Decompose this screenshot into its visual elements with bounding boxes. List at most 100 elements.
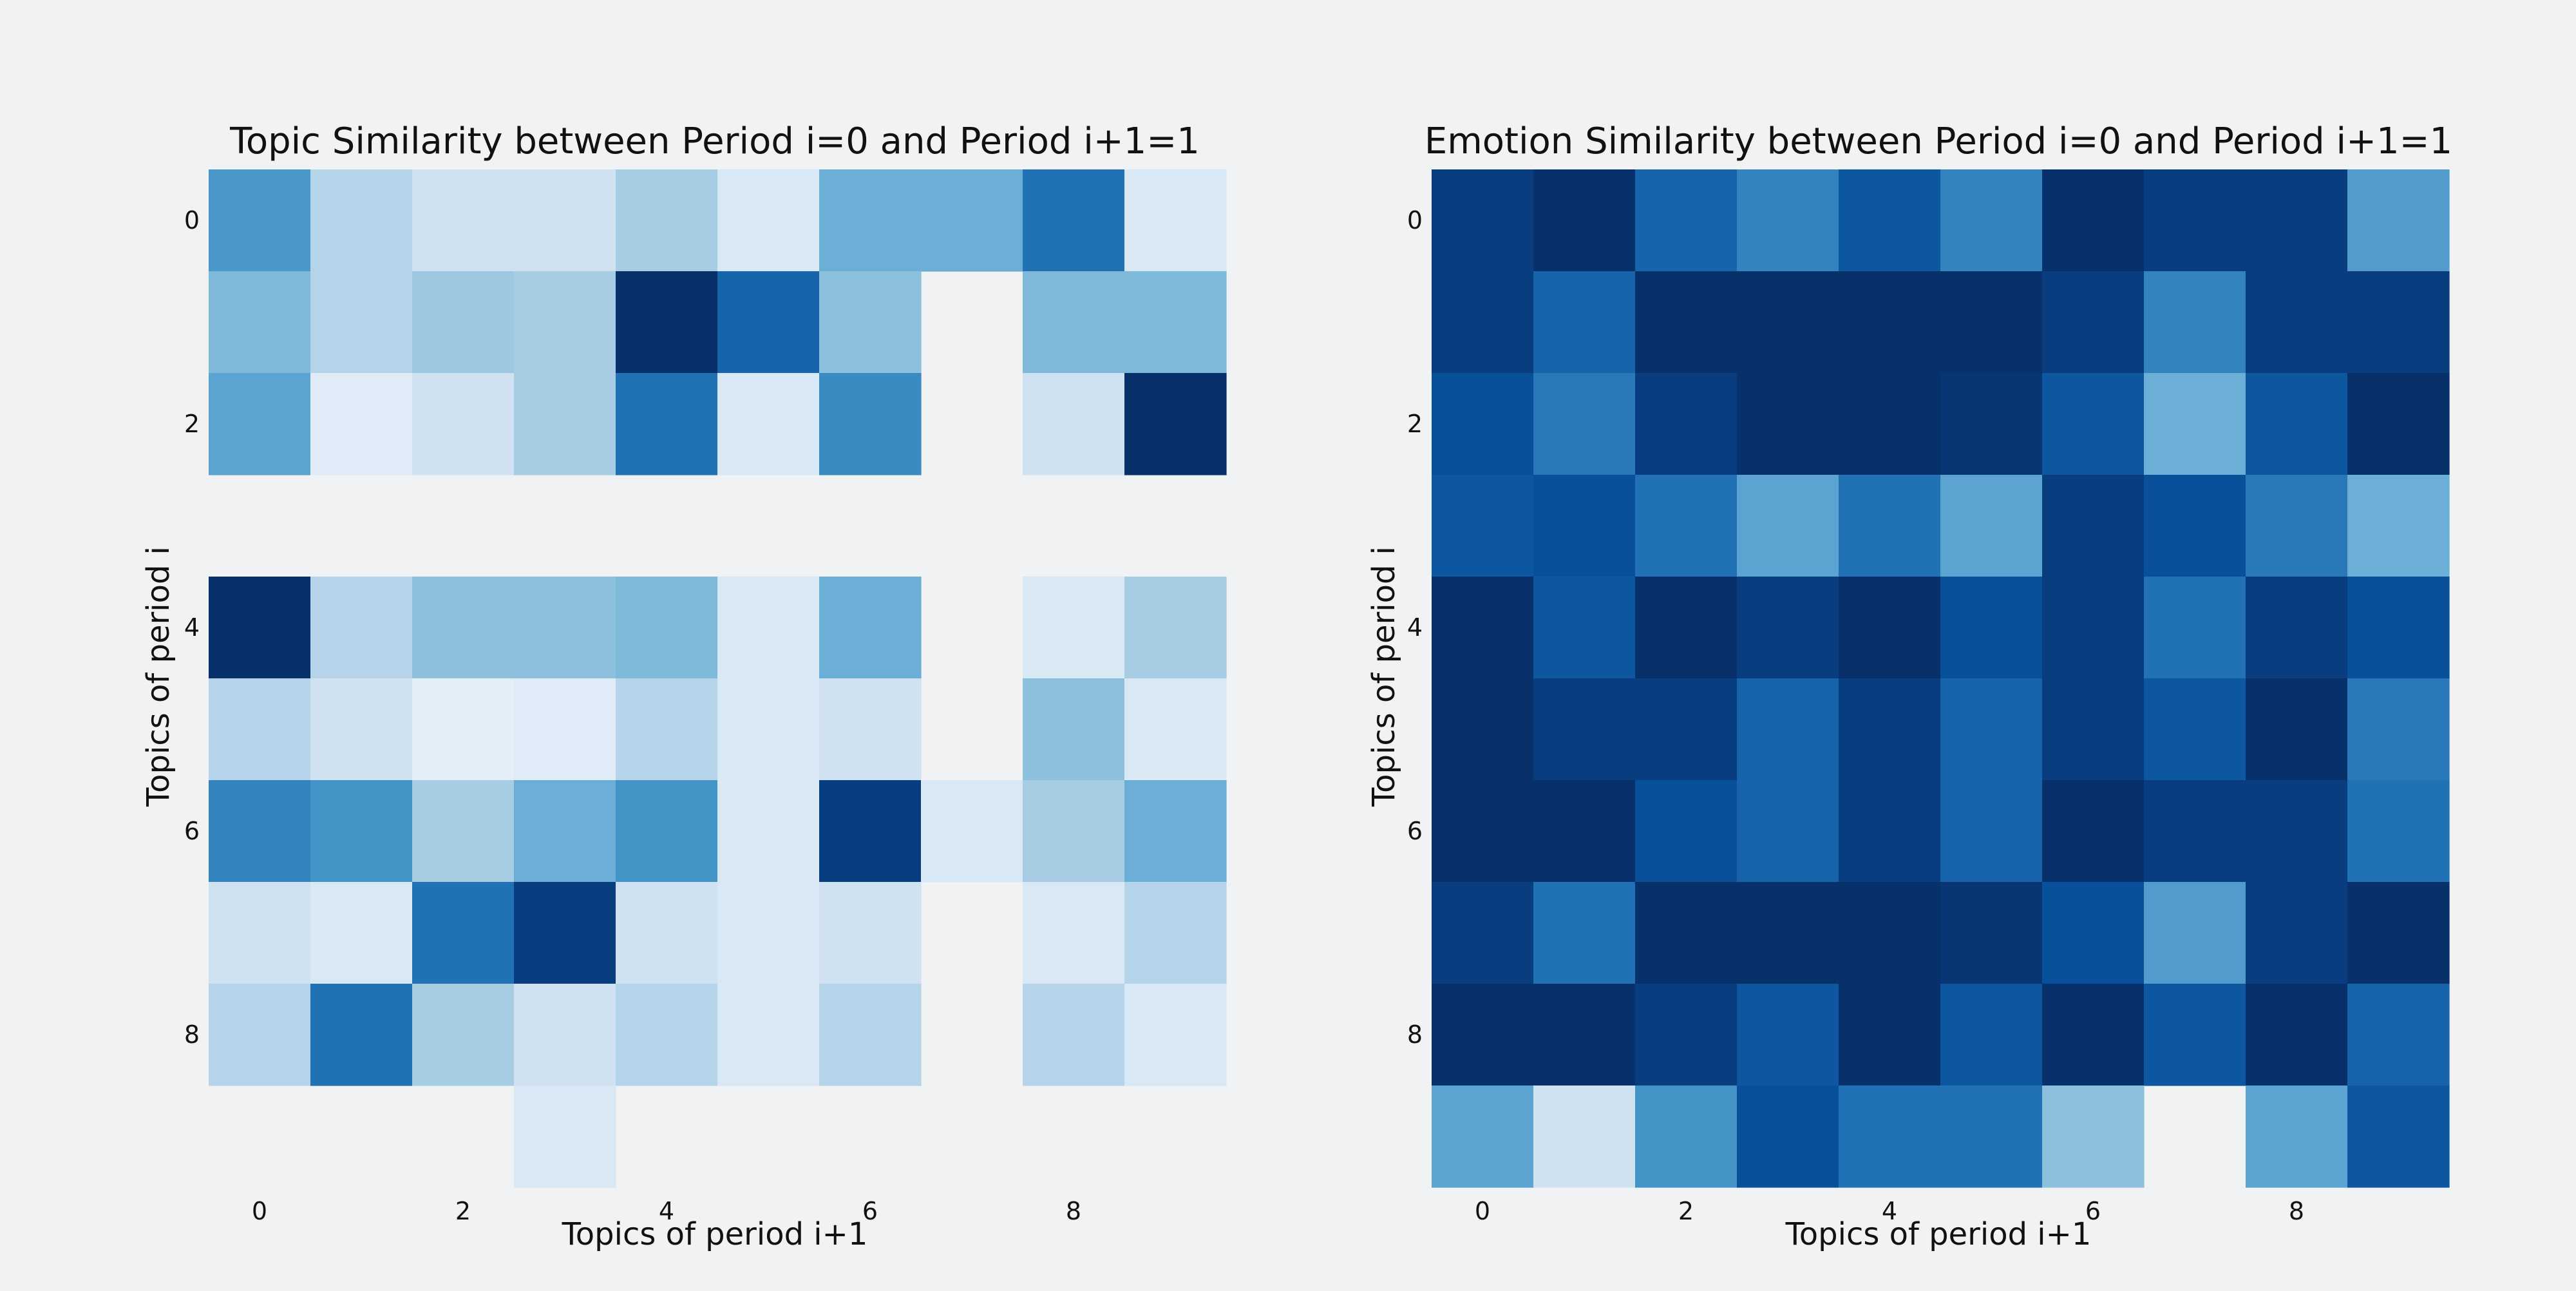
emotion-heatmap-cell-r1-c7 [2144, 271, 2246, 374]
emotion-heatmap-cell-r5-c2 [1635, 678, 1738, 781]
topic-heatmap-ytick-label: 0 [184, 206, 200, 234]
topic-heatmap-cell-r7-c0 [209, 882, 311, 984]
topic-heatmap-xtick-label: 8 [1066, 1197, 1081, 1225]
emotion-heatmap-cell-r6-c4 [1839, 780, 1941, 883]
topic-heatmap-cell-r7-c9 [1124, 882, 1227, 984]
emotion-heatmap-cell-r4-c0 [1432, 577, 1534, 679]
emotion-heatmap-cell-r0-c8 [2246, 169, 2348, 272]
emotion-heatmap-xtick-label: 8 [2289, 1197, 2304, 1225]
topic-heatmap-cell-r5-c2 [412, 678, 515, 781]
emotion-heatmap-cell-r0-c6 [2042, 169, 2145, 272]
topic-heatmap-cell-r1-c9 [1124, 271, 1227, 374]
topic-heatmap-cell-r5-c6 [819, 678, 922, 781]
topic-heatmap-cell-r0-c4 [616, 169, 718, 272]
emotion-heatmap-cell-r8-c2 [1635, 984, 1738, 1086]
emotion-heatmap-cell-r3-c4 [1839, 475, 1941, 577]
emotion-heatmap-xtick-label: 0 [1475, 1197, 1490, 1225]
topic-heatmap-cell-r6-c7 [921, 780, 1023, 883]
emotion-heatmap-cell-r1-c9 [2347, 271, 2450, 374]
topic-heatmap-cell-r0-c5 [717, 169, 820, 272]
emotion-heatmap-cell-r8-c0 [1432, 984, 1534, 1086]
topic-heatmap-cell-r6-c6 [819, 780, 922, 883]
emotion-heatmap-ytick-label: 4 [1407, 613, 1423, 642]
topic-heatmap-cell-r8-c3 [514, 984, 616, 1086]
topic-heatmap-cell-r7-c8 [1023, 882, 1125, 984]
emotion-heatmap-cell-r6-c1 [1533, 780, 1636, 883]
emotion-heatmap-cell-r3-c7 [2144, 475, 2246, 577]
emotion-heatmap-cell-r3-c6 [2042, 475, 2145, 577]
emotion-heatmap-cell-r8-c5 [1940, 984, 2043, 1086]
topic-heatmap-cell-r4-c1 [310, 577, 413, 679]
emotion-heatmap-cell-r4-c3 [1737, 577, 1839, 679]
topic-heatmap-cell-r5-c1 [310, 678, 413, 781]
topic-heatmap-cell-r6-c0 [209, 780, 311, 883]
emotion-heatmap-ytick-label: 8 [1407, 1020, 1423, 1049]
emotion-heatmap-cell-r4-c5 [1940, 577, 2043, 679]
emotion-heatmap-cell-r2-c6 [2042, 373, 2145, 475]
emotion-heatmap-cell-r5-c3 [1737, 678, 1839, 781]
topic-heatmap-cell-r1-c8 [1023, 271, 1125, 374]
topic-heatmap-cell-r8-c5 [717, 984, 820, 1086]
topic-heatmap-cell-r2-c6 [819, 373, 922, 475]
topic-heatmap-cell-r0-c6 [819, 169, 922, 272]
topic-heatmap-cell-r6-c5 [717, 780, 820, 883]
topic-heatmap-cell-r1-c6 [819, 271, 922, 374]
emotion-heatmap-yticks: 0 2 4 6 8 [1407, 206, 1423, 1049]
topic-heatmap-cell-r2-c5 [717, 373, 820, 475]
emotion-heatmap-cell-r0-c4 [1839, 169, 1941, 272]
emotion-heatmap-cell-r6-c8 [2246, 780, 2348, 883]
emotion-heatmap-cell-r0-c1 [1533, 169, 1636, 272]
emotion-heatmap-cell-r6-c5 [1940, 780, 2043, 883]
emotion-heatmap-cell-r9-c0 [1432, 1085, 1534, 1188]
emotion-similarity-heatmap: Emotion Similarity between Period i=0 an… [1366, 120, 2452, 1252]
topic-heatmap-cell-r9-c3 [514, 1085, 616, 1188]
emotion-heatmap-cell-r7-c7 [2144, 882, 2246, 984]
emotion-heatmap-cell-r9-c4 [1839, 1085, 1941, 1188]
emotion-heatmap-cell-r2-c5 [1940, 373, 2043, 475]
emotion-heatmap-cell-r0-c9 [2347, 169, 2450, 272]
emotion-heatmap-cell-r1-c8 [2246, 271, 2348, 374]
topic-heatmap-cell-r4-c8 [1023, 577, 1125, 679]
topic-heatmap-cell-r4-c4 [616, 577, 718, 679]
topic-heatmap-cell-r2-c3 [514, 373, 616, 475]
emotion-heatmap-cell-r9-c3 [1737, 1085, 1839, 1188]
emotion-heatmap-cell-r4-c9 [2347, 577, 2450, 679]
emotion-heatmap-cell-r6-c0 [1432, 780, 1534, 883]
emotion-heatmap-cell-r5-c8 [2246, 678, 2348, 781]
topic-heatmap-cell-r4-c2 [412, 577, 515, 679]
emotion-heatmap-cell-r1-c4 [1839, 271, 1941, 374]
emotion-heatmap-cell-r0-c0 [1432, 169, 1534, 272]
emotion-heatmap-cell-r4-c8 [2246, 577, 2348, 679]
emotion-heatmap-cell-r1-c6 [2042, 271, 2145, 374]
topic-heatmap-xtick-label: 2 [455, 1197, 471, 1225]
topic-heatmap-cell-r7-c6 [819, 882, 922, 984]
topic-heatmap-cell-r5-c5 [717, 678, 820, 781]
emotion-heatmap-cell-r2-c7 [2144, 373, 2246, 475]
emotion-heatmap-cell-r0-c7 [2144, 169, 2246, 272]
topic-heatmap-cell-r8-c6 [819, 984, 922, 1086]
topic-heatmap-yticks: 0 2 4 6 8 [184, 206, 200, 1049]
emotion-heatmap-cell-r1-c2 [1635, 271, 1738, 374]
emotion-heatmap-ytick-label: 6 [1407, 817, 1423, 845]
topic-heatmap-cell-r0-c1 [310, 169, 413, 272]
emotion-heatmap-cell-r7-c9 [2347, 882, 2450, 984]
emotion-heatmap-cell-r6-c2 [1635, 780, 1738, 883]
emotion-heatmap-cell-r9-c1 [1533, 1085, 1636, 1188]
emotion-heatmap-ylabel: Topics of period i [1366, 546, 1402, 807]
topic-heatmap-ylabel: Topics of period i [140, 546, 176, 807]
emotion-heatmap-cell-r3-c5 [1940, 475, 2043, 577]
topic-heatmap-cell-r1-c1 [310, 271, 413, 374]
topic-heatmap-cell-r8-c1 [310, 984, 413, 1086]
emotion-heatmap-cell-r7-c8 [2246, 882, 2348, 984]
topic-heatmap-cell-r0-c8 [1023, 169, 1125, 272]
emotion-heatmap-cell-r6-c3 [1737, 780, 1839, 883]
topic-heatmap-cell-r7-c3 [514, 882, 616, 984]
topic-heatmap-cell-r7-c1 [310, 882, 413, 984]
emotion-heatmap-cell-r6-c7 [2144, 780, 2246, 883]
emotion-heatmap-cell-r8-c6 [2042, 984, 2145, 1086]
topic-heatmap-cell-r5-c8 [1023, 678, 1125, 781]
topic-heatmap-cell-r4-c6 [819, 577, 922, 679]
topic-heatmap-cell-r8-c8 [1023, 984, 1125, 1086]
topic-heatmap-cell-r8-c4 [616, 984, 718, 1086]
topic-heatmap-cell-r2-c9 [1124, 373, 1227, 475]
